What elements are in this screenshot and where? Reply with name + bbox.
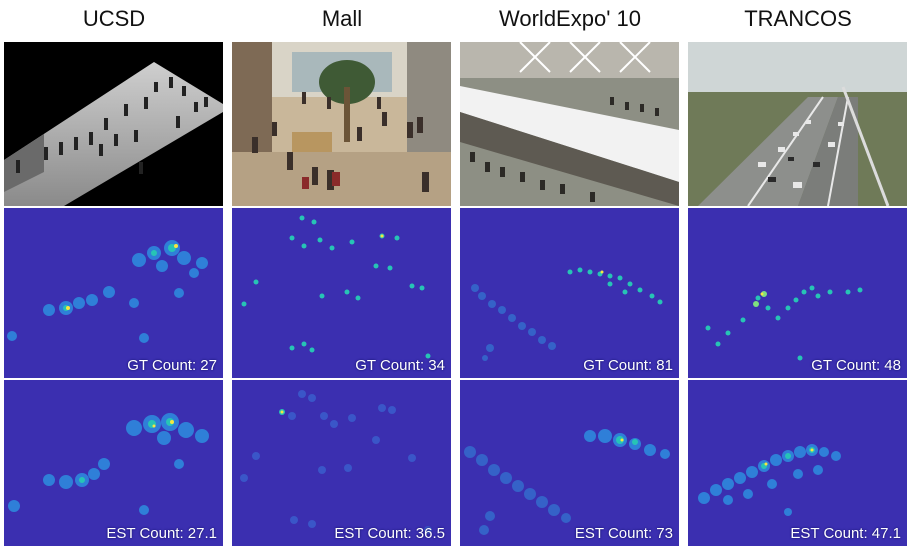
ucsd-est-count-label: EST Count: 27.1 <box>106 525 217 542</box>
worldexpo-frame <box>460 42 679 206</box>
trancos-gt-density-map: GT Count: 48 <box>688 208 907 378</box>
trancos-est-count-label: EST Count: 47.1 <box>790 525 901 542</box>
mall-est-density-map: EST Count: 36.5 <box>232 380 451 546</box>
title-ucsd: UCSD <box>82 6 146 31</box>
mall-est-count-label: EST Count: 36.5 <box>334 525 445 542</box>
title-worldexpo: WorldExpo' 10 <box>499 6 641 31</box>
mall-frame <box>232 42 451 206</box>
worldexpo-gt-count-label: GT Count: 81 <box>583 357 673 374</box>
worldexpo-est-count-label: EST Count: 73 <box>574 525 673 542</box>
ucsd-gt-count-label: GT Count: 27 <box>127 357 217 374</box>
ucsd-est-density-map: EST Count: 27.1 <box>4 380 223 546</box>
ucsd-frame <box>4 42 223 206</box>
trancos-frame <box>688 42 907 206</box>
ucsd-gt-density-map: GT Count: 27 <box>4 208 223 378</box>
mall-gt-density-map: GT Count: 34 <box>232 208 451 378</box>
title-trancos: TRANCOS <box>744 6 852 31</box>
mall-gt-count-label: GT Count: 34 <box>355 357 445 374</box>
trancos-est-density-map: EST Count: 47.1 <box>688 380 907 546</box>
worldexpo-gt-density-map: GT Count: 81 <box>460 208 679 378</box>
worldexpo-est-density-map: EST Count: 73 <box>460 380 679 546</box>
title-mall: Mall <box>321 6 363 31</box>
trancos-gt-count-label: GT Count: 48 <box>811 357 901 374</box>
